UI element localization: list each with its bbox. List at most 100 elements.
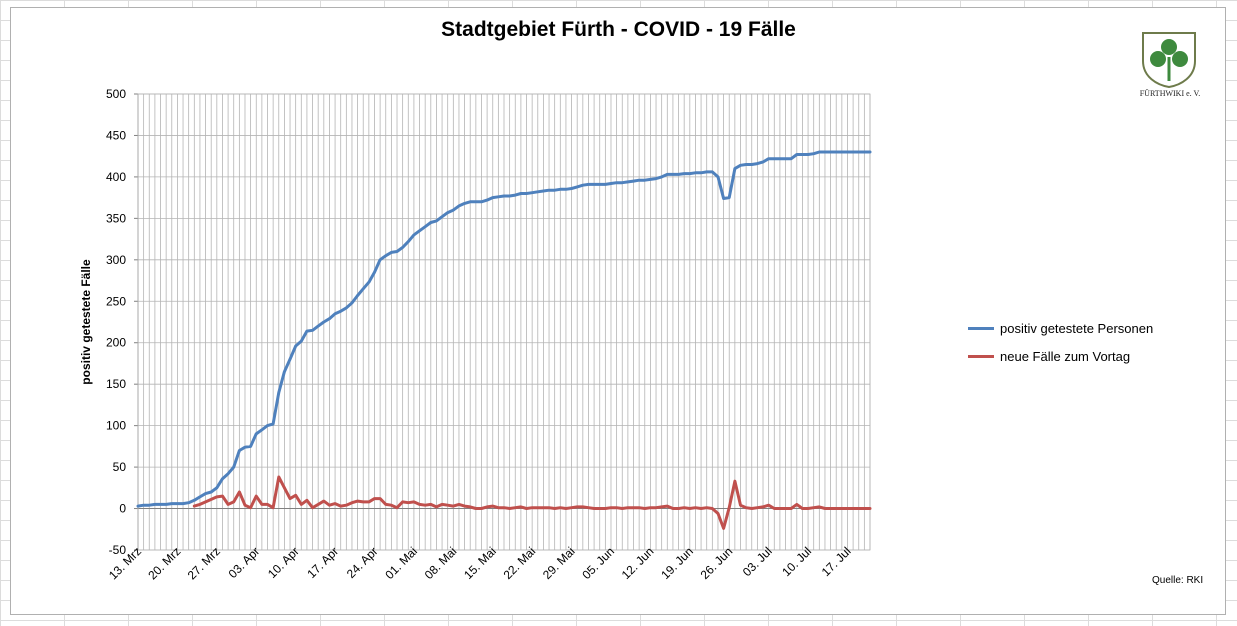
data-point-0 bbox=[508, 195, 511, 197]
data-point-1 bbox=[215, 495, 218, 498]
data-point-1 bbox=[683, 506, 686, 509]
data-point-1 bbox=[418, 503, 421, 506]
data-point-1 bbox=[401, 500, 404, 503]
data-point-1 bbox=[846, 507, 849, 510]
y-tick-label: -50 bbox=[109, 543, 127, 557]
legend[interactable]: positiv getestete Personen neue Fälle zu… bbox=[968, 314, 1153, 370]
data-point-0 bbox=[305, 330, 308, 333]
data-point-0 bbox=[705, 170, 708, 173]
data-point-1 bbox=[351, 501, 353, 504]
data-point-1 bbox=[790, 507, 793, 510]
data-point-0 bbox=[221, 477, 224, 480]
data-point-1 bbox=[824, 507, 826, 510]
data-point-1 bbox=[424, 504, 427, 507]
data-point-0 bbox=[818, 151, 821, 153]
data-point-0 bbox=[317, 325, 320, 328]
data-point-1 bbox=[435, 505, 438, 508]
data-point-0 bbox=[598, 183, 601, 186]
data-point-1 bbox=[356, 500, 359, 503]
data-point-1 bbox=[576, 505, 579, 508]
data-point-1 bbox=[643, 507, 646, 510]
data-point-1 bbox=[587, 506, 590, 509]
data-point-1 bbox=[784, 507, 787, 510]
data-point-1 bbox=[255, 495, 258, 498]
data-point-1 bbox=[728, 506, 731, 509]
data-point-1 bbox=[474, 507, 477, 510]
data-point-1 bbox=[379, 497, 382, 500]
y-tick-label: 300 bbox=[106, 253, 126, 267]
data-point-0 bbox=[728, 196, 731, 199]
data-point-0 bbox=[396, 250, 398, 253]
data-point-1 bbox=[548, 506, 550, 509]
data-point-0 bbox=[717, 175, 719, 178]
data-point-0 bbox=[322, 321, 325, 323]
data-point-0 bbox=[536, 190, 539, 193]
data-point-1 bbox=[525, 507, 528, 510]
data-point-0 bbox=[593, 183, 596, 186]
data-point-0 bbox=[626, 180, 629, 183]
data-point-1 bbox=[311, 506, 314, 509]
data-point-0 bbox=[525, 192, 528, 195]
data-point-1 bbox=[458, 503, 460, 506]
data-point-1 bbox=[491, 505, 494, 508]
data-point-1 bbox=[249, 506, 252, 509]
chart-title: Stadtgebiet Fürth - COVID - 19 Fälle bbox=[441, 18, 796, 41]
data-point-1 bbox=[221, 495, 224, 498]
data-point-0 bbox=[829, 151, 832, 153]
data-point-1 bbox=[277, 476, 280, 478]
data-point-0 bbox=[142, 504, 145, 507]
data-point-1 bbox=[711, 507, 714, 510]
data-point-0 bbox=[294, 345, 297, 347]
data-point-1 bbox=[452, 505, 455, 508]
y-tick-label: 200 bbox=[106, 336, 126, 350]
y-tick-label: 500 bbox=[106, 87, 126, 101]
data-point-1 bbox=[694, 506, 697, 509]
data-point-1 bbox=[750, 507, 753, 510]
data-point-0 bbox=[559, 188, 562, 191]
data-point-0 bbox=[519, 192, 522, 195]
data-point-0 bbox=[266, 424, 269, 427]
data-point-0 bbox=[863, 151, 866, 153]
data-point-0 bbox=[548, 189, 550, 192]
data-point-1 bbox=[626, 506, 629, 509]
y-tick-label: 450 bbox=[106, 128, 126, 142]
data-point-1 bbox=[412, 500, 415, 503]
data-point-0 bbox=[165, 503, 168, 506]
data-point-0 bbox=[176, 502, 179, 505]
logo-caption: FÜRTHWIKI e. V. bbox=[1139, 89, 1201, 98]
data-point-0 bbox=[739, 164, 742, 167]
data-point-1 bbox=[463, 505, 466, 508]
data-point-1 bbox=[514, 506, 517, 509]
data-point-0 bbox=[153, 503, 156, 506]
data-point-1 bbox=[671, 507, 674, 510]
data-point-0 bbox=[649, 178, 652, 181]
data-point-1 bbox=[519, 505, 522, 508]
data-point-0 bbox=[401, 246, 404, 249]
data-point-1 bbox=[260, 503, 263, 506]
data-point-0 bbox=[503, 195, 505, 197]
data-point-0 bbox=[655, 177, 657, 180]
data-point-1 bbox=[441, 503, 444, 506]
data-point-0 bbox=[452, 209, 455, 212]
data-point-1 bbox=[840, 507, 843, 510]
data-point-0 bbox=[711, 170, 714, 173]
data-point-0 bbox=[198, 495, 201, 498]
legend-item-cumulative[interactable]: positiv getestete Personen bbox=[968, 314, 1153, 342]
data-point-1 bbox=[615, 506, 618, 509]
data-point-0 bbox=[666, 173, 669, 176]
data-point-0 bbox=[339, 310, 342, 313]
data-point-1 bbox=[632, 506, 635, 509]
legend-item-new-cases[interactable]: neue Fälle zum Vortag bbox=[968, 342, 1153, 370]
y-tick-label: 250 bbox=[106, 294, 126, 308]
data-point-1 bbox=[486, 505, 489, 508]
data-point-1 bbox=[266, 503, 269, 506]
data-point-0 bbox=[801, 153, 804, 156]
data-point-0 bbox=[170, 502, 173, 505]
data-point-0 bbox=[458, 204, 460, 207]
data-point-1 bbox=[362, 500, 365, 503]
data-point-0 bbox=[615, 181, 618, 184]
data-point-0 bbox=[671, 173, 674, 176]
data-point-1 bbox=[564, 507, 567, 510]
data-point-0 bbox=[846, 151, 849, 153]
